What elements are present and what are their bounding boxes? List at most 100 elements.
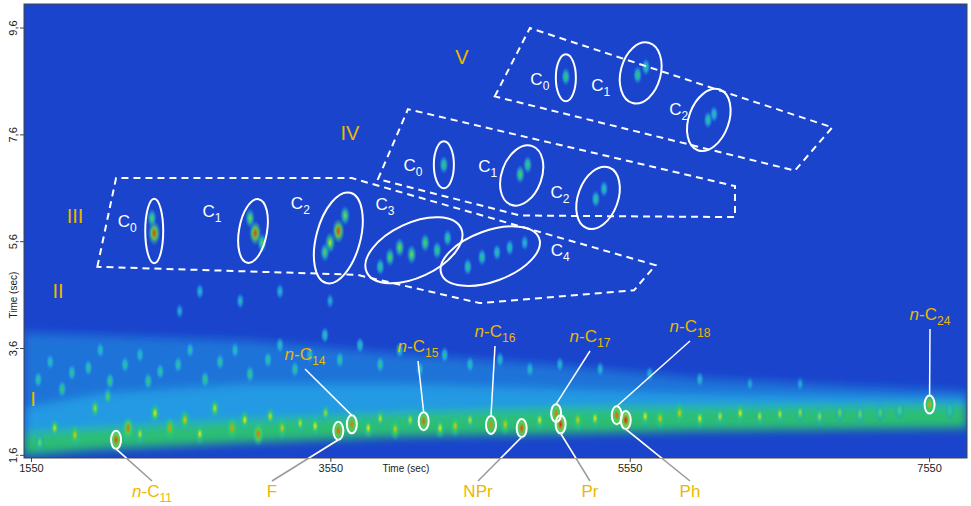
- label-subscript: 2: [563, 192, 570, 206]
- peak: [320, 243, 330, 263]
- y-tick-label: 3,6: [7, 341, 19, 356]
- group-label: C2: [669, 100, 688, 123]
- peak: [196, 283, 204, 300]
- leader-line: [626, 429, 690, 481]
- label-part: Ph: [680, 482, 701, 501]
- label-part: C: [291, 194, 303, 213]
- peak: [135, 423, 146, 445]
- peak: [363, 417, 374, 440]
- axes: 15503550555075501,63,65,67,69,6Time (sec…: [7, 20, 942, 474]
- leader-line: [116, 449, 152, 481]
- label-part: n: [670, 317, 679, 336]
- compound-label: Pr: [582, 482, 599, 501]
- peak: [945, 401, 955, 420]
- peak: [245, 365, 255, 384]
- label-part: C: [403, 156, 415, 175]
- y-tick: [20, 134, 24, 135]
- peak: [924, 393, 936, 417]
- label-subscript: 15: [425, 346, 439, 360]
- leaders-in-plot: [116, 329, 930, 458]
- group-outline: [568, 161, 628, 235]
- peak: [376, 258, 385, 276]
- label-subscript: 3: [388, 204, 395, 218]
- group-outline: [234, 197, 273, 266]
- compound-label: n-C16: [475, 322, 516, 345]
- leader-line: [418, 361, 424, 412]
- peak: [696, 371, 704, 388]
- label-part: Pr: [582, 482, 599, 501]
- region-label: II: [52, 280, 63, 302]
- label-part: C: [551, 183, 563, 202]
- peak: [405, 409, 416, 431]
- leader-line: [929, 329, 931, 396]
- label-part: n: [132, 482, 141, 501]
- peak: [895, 401, 905, 421]
- peak: [641, 58, 650, 76]
- region-outline: [495, 28, 833, 171]
- bands: [24, 332, 967, 455]
- peak: [432, 241, 442, 260]
- peak: [746, 376, 754, 392]
- peak: [389, 418, 401, 441]
- leader-line: [272, 440, 338, 481]
- peak: [417, 409, 429, 434]
- label-subscript: 16: [502, 331, 516, 345]
- label-part: -C: [142, 482, 160, 501]
- group-outline: [434, 141, 454, 188]
- label-subscript: 17: [597, 336, 611, 350]
- peak: [332, 418, 344, 443]
- peak: [375, 408, 386, 430]
- label-part: n: [398, 337, 407, 356]
- peak: [136, 346, 145, 364]
- group-label: C1: [591, 76, 610, 99]
- band: [24, 405, 967, 456]
- label-subscript: 2: [303, 203, 310, 217]
- group-outline: [433, 214, 548, 297]
- label-part: NPr: [463, 482, 493, 501]
- peak: [556, 356, 564, 373]
- peak: [226, 416, 238, 440]
- peak: [276, 416, 288, 439]
- label-part: IV: [341, 122, 361, 144]
- peak: [164, 416, 176, 440]
- label-part: III: [67, 205, 84, 227]
- peak: [326, 293, 334, 309]
- label-subscript: 1: [215, 211, 222, 225]
- peak: [855, 404, 865, 424]
- leaders: [116, 429, 690, 481]
- peak: [340, 205, 350, 225]
- group-label: C2: [291, 194, 310, 217]
- label-part: n: [910, 305, 919, 324]
- peak: [186, 341, 195, 359]
- y-tick: [20, 241, 24, 242]
- peak: [84, 359, 93, 377]
- peak: [120, 355, 129, 373]
- compound-label: F: [267, 482, 277, 501]
- label-part: -C: [407, 337, 425, 356]
- group-label: C0: [403, 156, 422, 179]
- region-label: III: [67, 205, 84, 227]
- label-part: V: [455, 46, 469, 68]
- peak: [276, 283, 284, 300]
- group-label: C2: [551, 183, 570, 206]
- label-subscript: 18: [697, 326, 711, 340]
- peak: [600, 180, 609, 198]
- label-part: -C: [679, 317, 697, 336]
- region-label: V: [455, 46, 469, 68]
- peak: [633, 66, 643, 85]
- y-tick: [20, 348, 24, 349]
- peak: [526, 361, 535, 378]
- peak: [239, 409, 250, 432]
- label-part: n: [475, 322, 484, 341]
- peak: [654, 407, 666, 430]
- label-subscript: 4: [563, 250, 570, 264]
- group-label: C0: [118, 212, 137, 235]
- peak: [252, 422, 264, 447]
- label-part: -C: [919, 305, 937, 324]
- label-part: C: [591, 76, 603, 95]
- group-label: C1: [203, 202, 222, 225]
- peak: [796, 376, 804, 392]
- peak: [477, 248, 486, 266]
- y-tick: [20, 455, 24, 456]
- label-part: I: [30, 388, 36, 410]
